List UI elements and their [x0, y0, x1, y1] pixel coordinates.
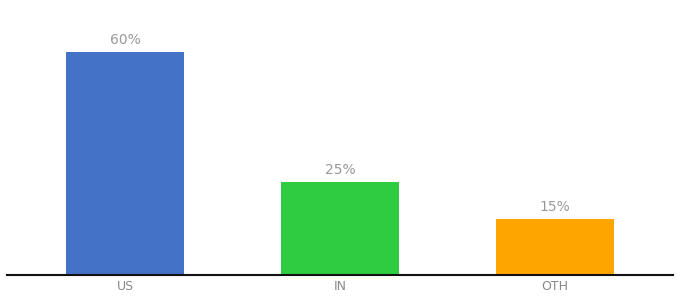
Text: 15%: 15%: [539, 200, 571, 214]
Bar: [66, 52, 184, 274]
Text: 25%: 25%: [324, 163, 356, 177]
Bar: [496, 219, 614, 274]
Bar: [281, 182, 399, 274]
Text: 60%: 60%: [109, 33, 141, 47]
